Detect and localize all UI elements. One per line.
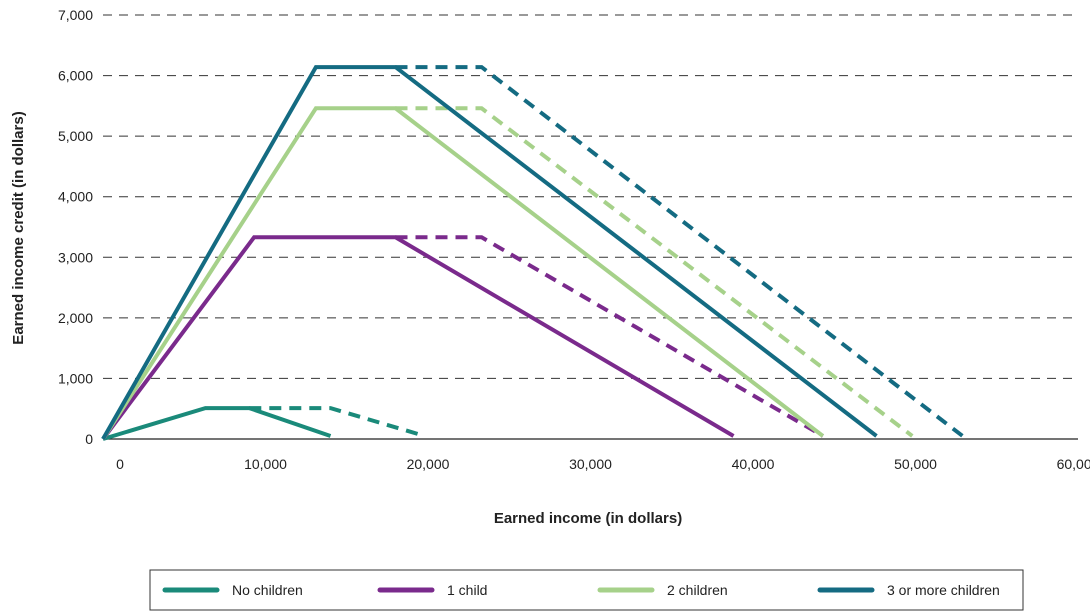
series-line-dashed	[249, 406, 426, 438]
x-tick-label: 0	[116, 456, 124, 472]
x-tick-label: 20,000	[407, 456, 450, 472]
legend-label: 3 or more children	[887, 582, 1000, 598]
tick-labels: 0 1,000 2,000 3,000 4,000 5,000 6,000 7,000 0 10,…	[58, 7, 1090, 472]
x-tick-label: 30,000	[569, 456, 612, 472]
legend: No children 1 child 2 children 3 or more ch…	[149, 569, 1024, 611]
x-tick-label: 40,000	[732, 456, 775, 472]
legend-label: 2 children	[667, 582, 728, 598]
x-axis-title: Earned income (in dollars)	[494, 510, 682, 527]
y-tick-label: 0	[85, 431, 93, 447]
y-tick-label: 7,000	[58, 7, 93, 23]
y-tick-label: 3,000	[58, 249, 93, 265]
series-line-solid	[101, 235, 735, 441]
legend-label: 1 child	[447, 582, 487, 598]
y-axis-title: Earned income credit (in dollars)	[10, 111, 27, 344]
series-lines	[101, 65, 964, 441]
series-line-dashed	[395, 65, 964, 438]
y-tick-label: 6,000	[58, 68, 93, 84]
legend-box	[149, 569, 1024, 611]
series-line-solid	[102, 406, 332, 441]
series-line-solid	[101, 106, 825, 441]
series-line-dashed	[395, 106, 914, 438]
x-tick-label: 50,000	[894, 456, 937, 472]
y-tick-label: 1,000	[58, 370, 93, 386]
y-tick-label: 4,000	[58, 189, 93, 205]
x-tick-label: 60,000	[1057, 456, 1090, 472]
legend-label: No children	[232, 582, 303, 598]
y-tick-label: 5,000	[58, 128, 93, 144]
x-tick-label: 10,000	[244, 456, 287, 472]
series-line-solid	[101, 65, 878, 440]
y-tick-label: 2,000	[58, 310, 93, 326]
gridlines	[103, 14, 1078, 379]
series-line-dashed	[395, 235, 824, 438]
